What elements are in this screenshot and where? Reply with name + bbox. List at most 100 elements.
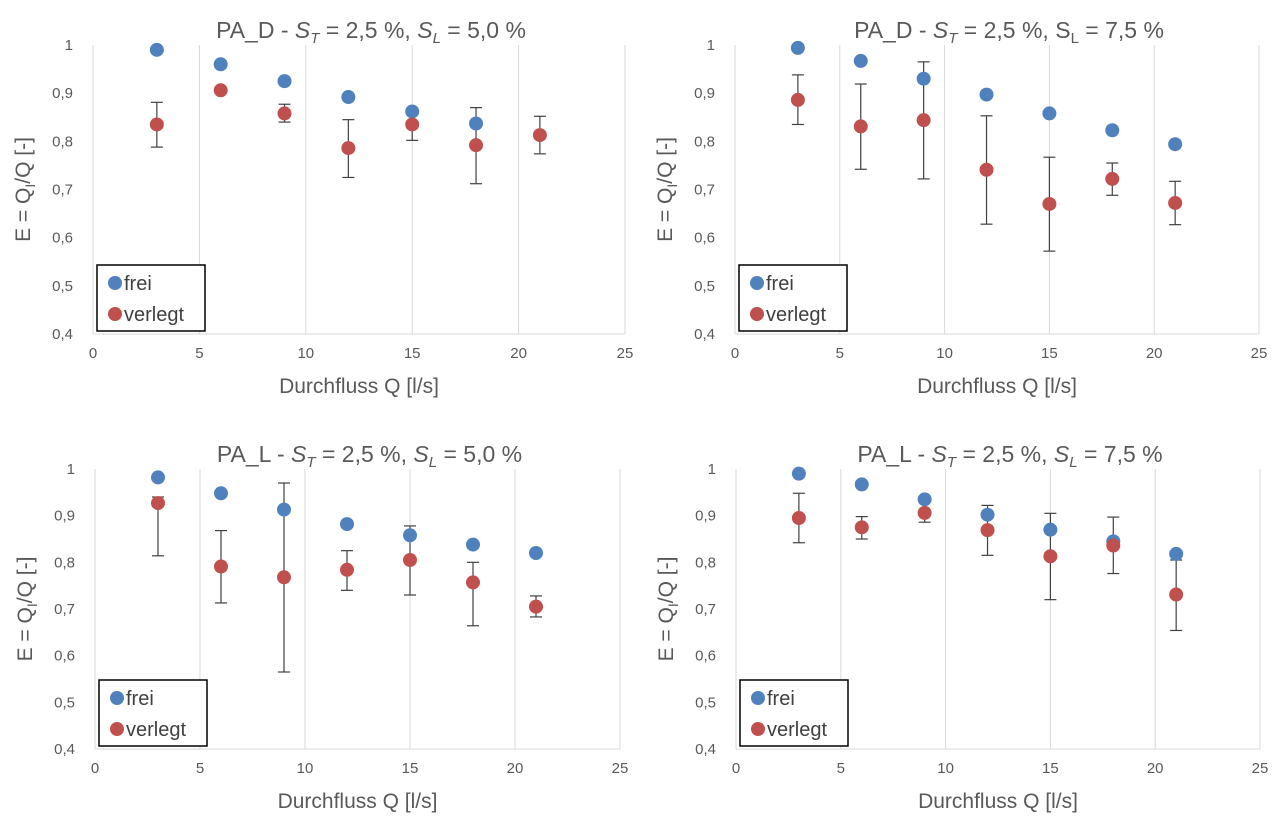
y-label-subscript: I (22, 184, 38, 188)
y-tick-label: 0,6 (694, 230, 715, 247)
y-tick-label: 0,7 (54, 601, 75, 618)
y-label-subscript: I (664, 184, 680, 188)
y-tick-label: 0,6 (54, 648, 75, 665)
x-axis-label: Durchfluss Q [l/s] (917, 375, 1077, 398)
y-tick-label: 1 (708, 461, 716, 478)
x-tick-label: 5 (836, 345, 844, 362)
data-point-frei (403, 528, 417, 543)
y-tick-label: 0,8 (694, 133, 715, 150)
title-text: S (1054, 441, 1070, 467)
data-point-frei (979, 87, 994, 102)
x-tick-label: 10 (937, 760, 954, 777)
data-point-frei (1105, 123, 1120, 138)
legend-label: verlegt (124, 304, 184, 326)
title-text: S (417, 17, 433, 43)
x-tick-label: 25 (617, 345, 634, 362)
y-tick-label: 0,5 (54, 694, 75, 711)
x-tick-label: 15 (1042, 760, 1059, 777)
y-label-text: E = Q (12, 188, 35, 242)
data-point-verlegt (277, 106, 292, 121)
x-tick-label: 5 (195, 345, 203, 362)
data-point-frei (1043, 522, 1058, 537)
legend-marker-verlegt (751, 722, 765, 736)
data-point-verlegt (853, 119, 868, 134)
title-text: S (295, 17, 311, 43)
y-tick-label: 0,5 (52, 278, 73, 295)
data-point-frei (1042, 106, 1057, 121)
title-subscript: L (429, 454, 437, 471)
title-text: S (1055, 17, 1070, 43)
x-tick-label: 5 (837, 760, 845, 777)
chart-title: PA_D - ST = 2,5 %, SL = 5,0 % (216, 17, 526, 47)
y-label-text: E = Q (654, 188, 677, 242)
y-tick-label: 0,7 (52, 182, 73, 199)
title-subscript: L (1071, 30, 1079, 47)
data-point-frei (466, 537, 480, 552)
y-tick-label: 0,9 (54, 508, 75, 525)
y-axis-label: E = QI/Q [-] (655, 557, 681, 662)
y-tick-label: 0,7 (694, 182, 715, 199)
data-point-frei (790, 40, 805, 55)
data-point-verlegt (1169, 587, 1184, 602)
y-tick-label: 0,4 (52, 326, 73, 343)
y-label-text: /Q [-] (14, 557, 37, 604)
legend-label: frei (767, 688, 795, 710)
x-axis-label: Durchfluss Q [l/s] (918, 790, 1078, 813)
x-tick-label: 25 (1251, 345, 1268, 362)
data-point-frei (791, 466, 806, 481)
x-tick-label: 0 (91, 760, 99, 777)
data-point-verlegt (1168, 195, 1183, 210)
data-point-frei (917, 492, 932, 507)
legend-label: verlegt (767, 719, 827, 741)
title-subscript: T (947, 454, 958, 471)
data-point-verlegt (341, 141, 356, 156)
x-tick-label: 0 (731, 345, 739, 362)
legend-marker-verlegt (110, 722, 124, 736)
legend-marker-frei (108, 276, 122, 290)
title-text: = 2,5 %, (956, 441, 1054, 467)
title-text: S (932, 441, 948, 467)
data-point-verlegt (790, 92, 805, 107)
data-point-frei (980, 507, 995, 522)
data-point-verlegt (791, 511, 806, 525)
y-tick-label: 0,9 (695, 508, 716, 525)
data-point-verlegt (532, 128, 547, 143)
data-point-frei (277, 74, 292, 89)
y-axis-label: E = QI/Q [-] (14, 557, 40, 662)
data-point-verlegt (469, 138, 484, 153)
data-point-frei (854, 477, 869, 492)
data-point-verlegt (149, 117, 164, 132)
title-subscript: T (306, 454, 317, 471)
x-tick-label: 5 (196, 760, 204, 777)
data-point-frei (149, 42, 164, 57)
y-label-subscript: I (665, 603, 681, 607)
y-label-text: E = Q (14, 607, 37, 661)
y-tick-label: 0,6 (695, 648, 716, 665)
y-tick-label: 1 (65, 37, 73, 54)
y-tick-label: 0,4 (695, 741, 716, 758)
legend: frei verlegt (96, 264, 206, 332)
x-axis-label: Durchfluss Q [l/s] (279, 375, 439, 398)
data-point-verlegt (916, 113, 931, 128)
y-tick-label: 0,9 (694, 85, 715, 102)
chart-title: PA_L - ST = 2,5 %, SL = 5,0 % (217, 441, 522, 471)
data-point-frei (340, 517, 354, 532)
title-text: = 5,0 % (437, 441, 522, 467)
legend-marker-frei (751, 691, 765, 705)
x-tick-label: 0 (89, 345, 97, 362)
x-tick-label: 20 (510, 345, 527, 362)
title-text: PA_L - (857, 441, 931, 467)
title-text: S (933, 17, 949, 43)
data-point-verlegt (151, 496, 165, 511)
y-tick-label: 0,8 (54, 554, 75, 571)
data-point-frei (916, 71, 931, 86)
legend-label: frei (766, 273, 794, 295)
y-tick-label: 0,8 (52, 133, 73, 150)
legend: frei verlegt (738, 264, 848, 332)
title-subscript: L (433, 30, 441, 47)
data-point-verlegt (214, 559, 228, 574)
title-text: PA_L - (217, 441, 291, 467)
